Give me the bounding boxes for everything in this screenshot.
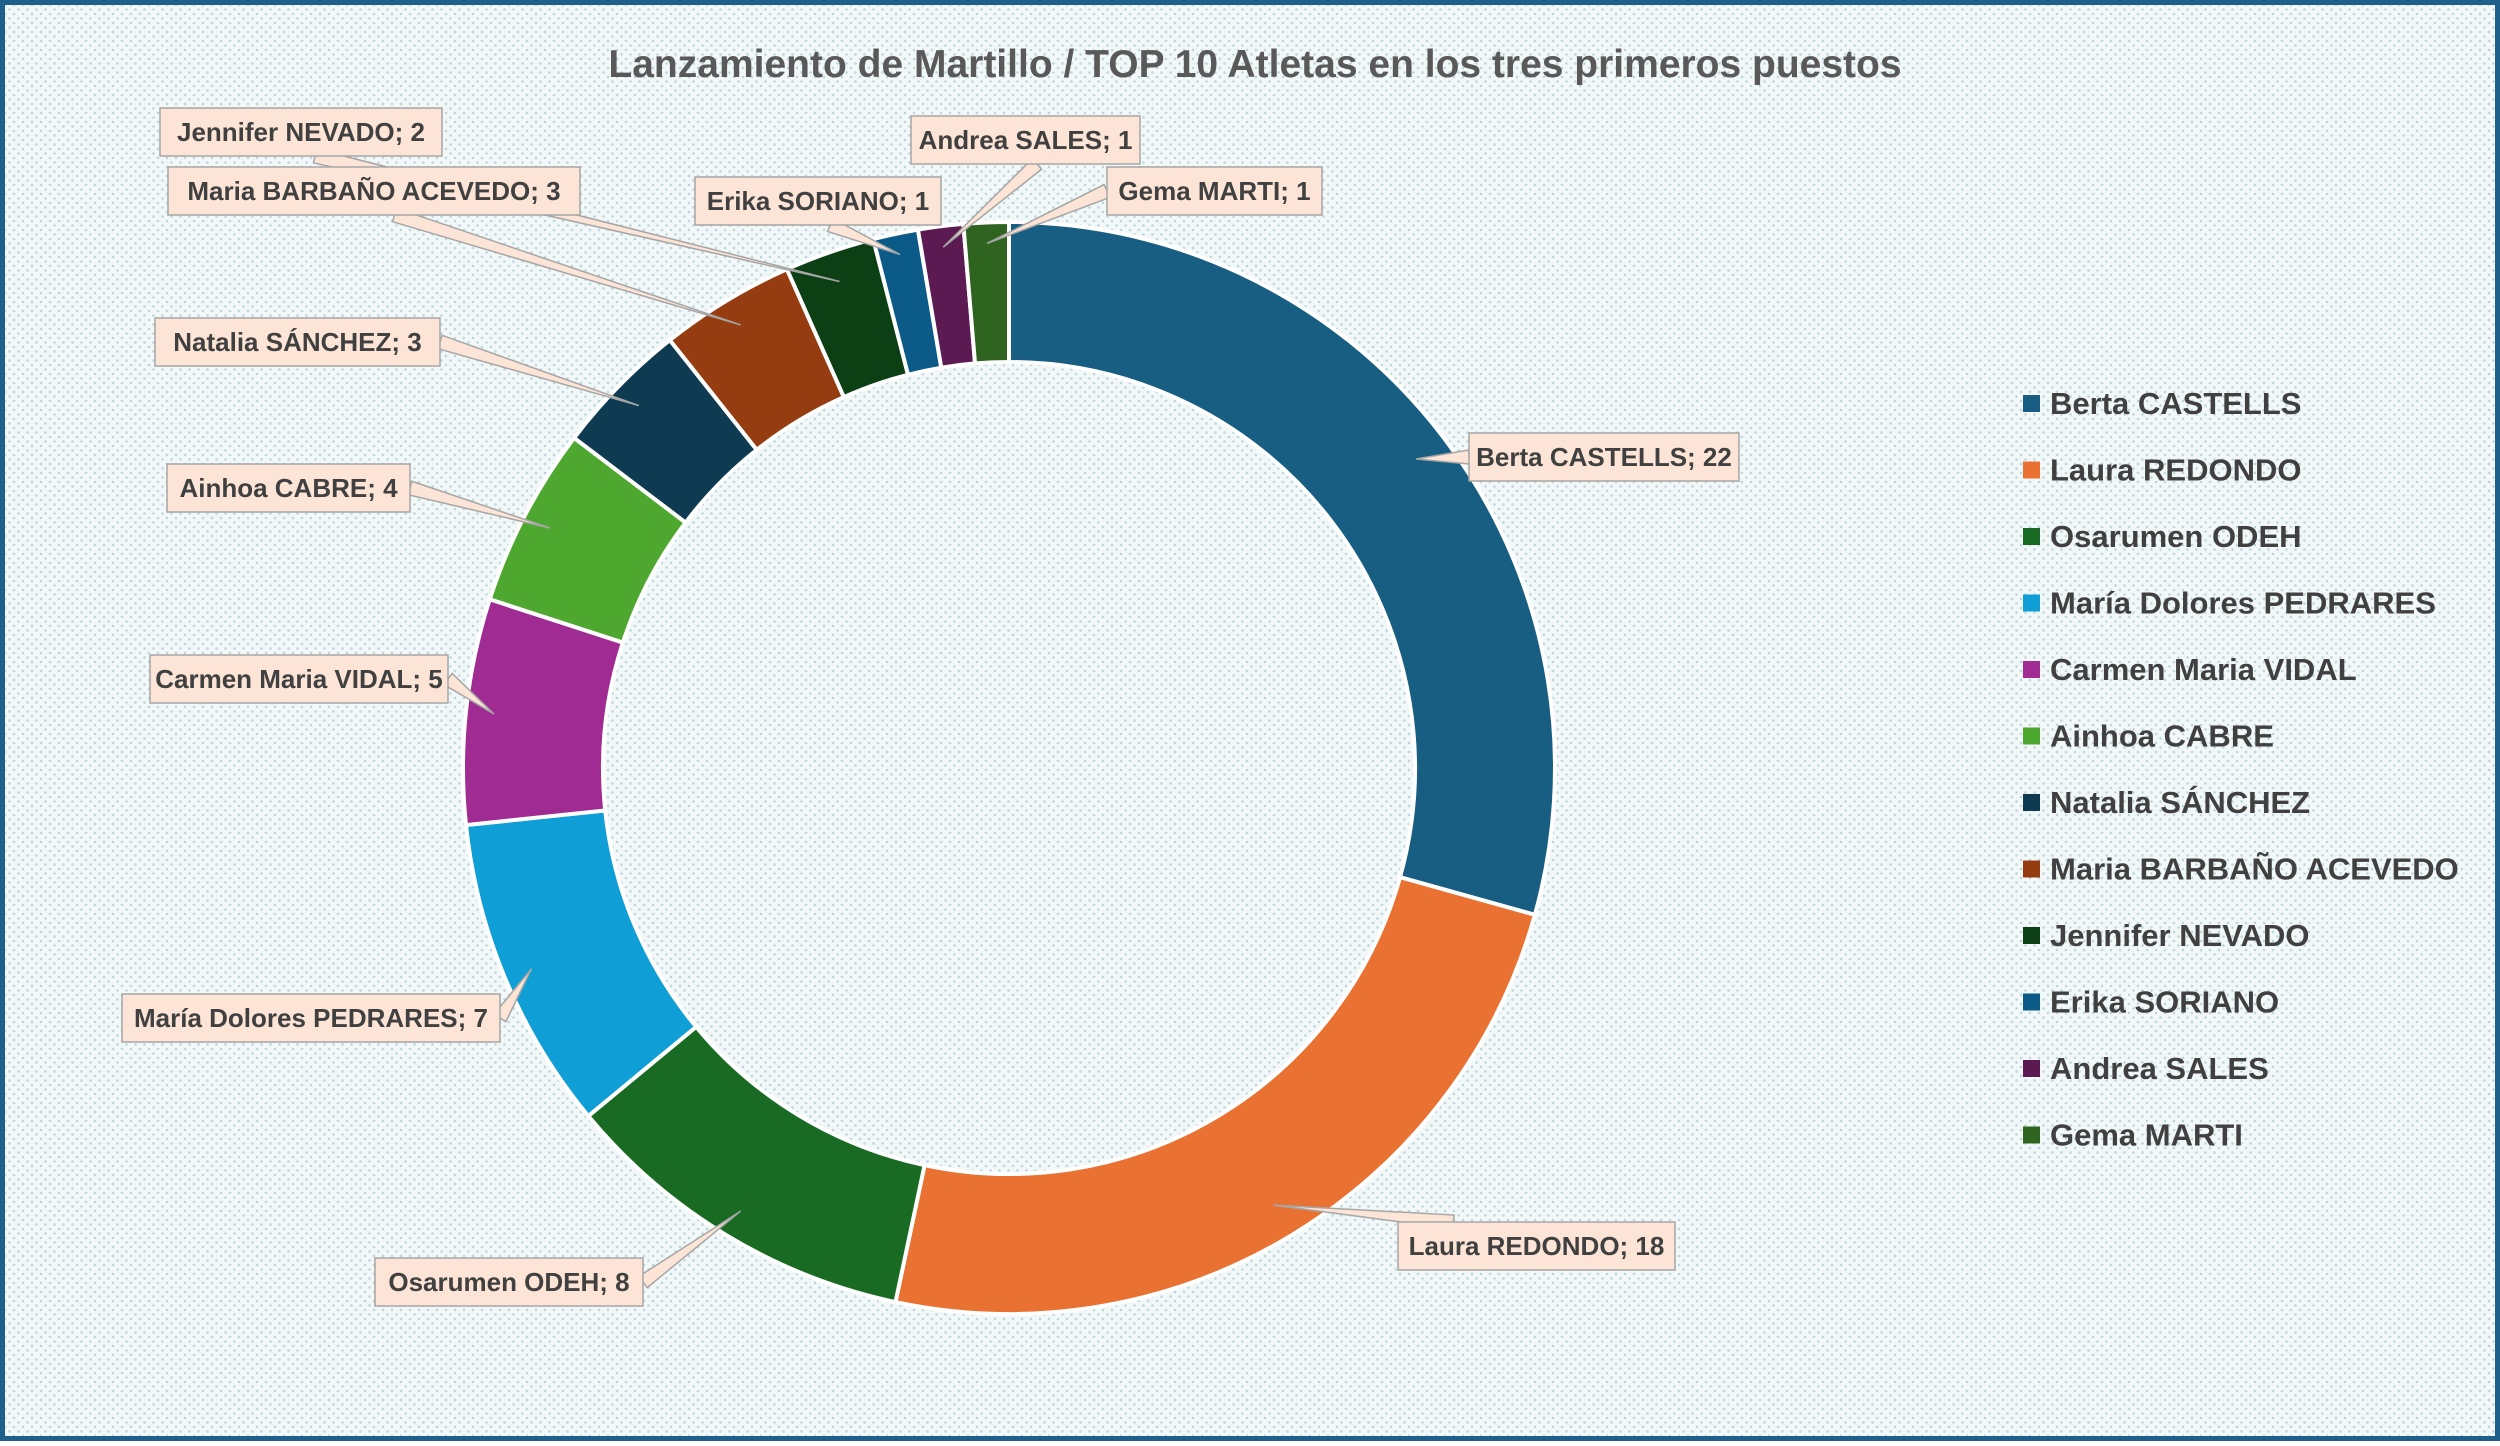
legend-swatch-andrea-sales <box>2023 1060 2040 1077</box>
data-label-osarumen-odeh: Osarumen ODEH; 8 <box>388 1267 629 1297</box>
leader-maria-barbano-acevedo <box>391 207 741 326</box>
legend-swatch-natalia-sanchez <box>2023 794 2040 811</box>
legend-label-carmen-maria-vidal: Carmen Maria VIDAL <box>2050 652 2357 687</box>
leader-osarumen-odeh <box>637 1210 742 1289</box>
slice-laura-redondo <box>893 874 1538 1317</box>
legend-swatch-jennifer-nevado <box>2023 927 2040 944</box>
data-label-laura-redondo: Laura REDONDO; 18 <box>1409 1231 1665 1261</box>
legend-swatch-erika-soriano <box>2023 993 2040 1011</box>
legend-swatch-berta-castells <box>2023 395 2040 412</box>
doughnut-chart: Lanzamiento de Martillo / TOP 10 Atletas… <box>121 43 2459 1317</box>
legend-swatch-osarumen-odeh <box>2023 528 2040 545</box>
label-box-jennifer-nevado <box>159 107 443 157</box>
data-label-carmen-maria-vidal: Carmen Maria VIDAL; 5 <box>155 664 443 694</box>
data-labels-group: Berta CASTELLS; 22 Laura REDONDO; 18 Osaru… <box>121 107 1740 1307</box>
legend-label-gema-marti: Gema MARTI <box>2050 1118 2243 1153</box>
label-box-osarumen-odeh <box>374 1257 644 1307</box>
chart-title: Lanzamiento de Martillo / TOP 10 Atletas… <box>608 43 1901 86</box>
legend-label-laura-redondo: Laura REDONDO <box>2050 453 2301 488</box>
data-label-ainhoa-cabre: Ainhoa CABRE; 4 <box>179 473 398 503</box>
legend-swatch-laura-redondo <box>2023 461 2040 479</box>
label-box-berta-castells <box>1468 432 1740 482</box>
data-label-gema-marti: Gema MARTI; 1 <box>1118 176 1310 206</box>
legend-label-natalia-sanchez: Natalia SÁNCHEZ <box>2050 785 2310 820</box>
legend-label-erika-soriano: Erika SORIANO <box>2050 985 2279 1020</box>
slices-group <box>461 219 1557 1317</box>
legend-label-berta-castells: Berta CASTELLS <box>2050 386 2301 421</box>
label-box-maria-barbano-acevedo <box>167 166 581 216</box>
leader-natalia-sanchez <box>436 334 640 407</box>
data-label-erika-soriano: Erika SORIANO; 1 <box>707 186 930 216</box>
legend-swatch-gema-marti <box>2023 1126 2040 1144</box>
label-box-carmen-maria-vidal <box>149 654 449 704</box>
slice-gema-marti <box>961 219 1011 366</box>
data-label-maria-dolores-pedrares: María Dolores PEDRARES; 7 <box>134 1003 488 1033</box>
label-box-ainhoa-cabre <box>166 463 411 513</box>
legend-label-andrea-sales: Andrea SALES <box>2050 1051 2269 1086</box>
legend-swatch-maria-barbano-acevedo <box>2023 860 2040 878</box>
data-label-andrea-sales: Andrea SALES; 1 <box>919 125 1133 155</box>
legend: Berta CASTELLS Laura REDONDO Osarumen ODEH… <box>2023 386 2459 1153</box>
label-box-maria-dolores-pedrares <box>121 993 501 1043</box>
data-label-natalia-sanchez: Natalia SÁNCHEZ; 3 <box>173 327 422 357</box>
label-box-laura-redondo <box>1397 1221 1676 1271</box>
legend-label-ainhoa-cabre: Ainhoa CABRE <box>2050 719 2274 754</box>
legend-swatch-maria-dolores-pedrares <box>2023 594 2040 612</box>
label-box-natalia-sanchez <box>154 317 441 367</box>
legend-swatch-ainhoa-cabre <box>2023 727 2040 745</box>
legend-label-osarumen-odeh: Osarumen ODEH <box>2050 519 2302 554</box>
data-label-berta-castells: Berta CASTELLS; 22 <box>1476 442 1732 472</box>
legend-swatch-carmen-maria-vidal <box>2023 661 2040 678</box>
legend-label-jennifer-nevado: Jennifer NEVADO <box>2050 918 2310 953</box>
data-label-maria-barbano-acevedo: Maria BARBAÑO ACEVEDO; 3 <box>187 176 560 206</box>
data-label-jennifer-nevado: Jennifer NEVADO; 2 <box>177 117 425 147</box>
legend-label-maria-dolores-pedrares: María Dolores PEDRARES <box>2050 586 2436 621</box>
slice-berta-castells <box>1007 219 1557 918</box>
label-box-andrea-sales <box>910 115 1141 165</box>
label-box-erika-soriano <box>694 176 942 226</box>
legend-label-maria-barbano-acevedo: Maria BARBAÑO ACEVEDO <box>2050 852 2459 887</box>
label-box-gema-marti <box>1106 166 1323 216</box>
